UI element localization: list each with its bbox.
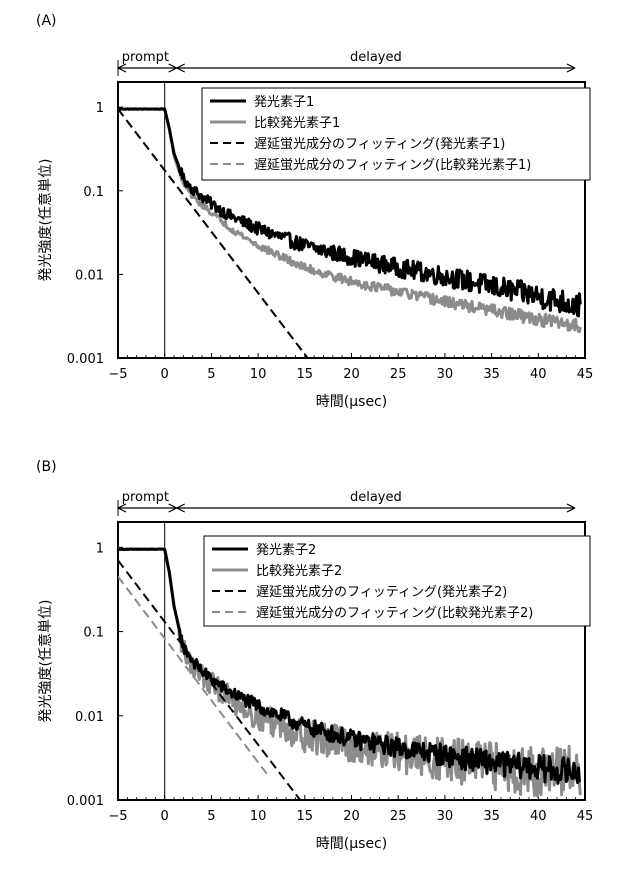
x-axis-title: 時間(μsec) xyxy=(316,394,387,410)
x-tick-label: 40 xyxy=(530,367,547,382)
legend-entry: 遅延蛍光成分のフィッティング(比較発光素子1) xyxy=(254,158,531,173)
y-tick-label: 0.1 xyxy=(83,185,104,200)
x-tick-label: 15 xyxy=(297,367,314,382)
x-tick-label: 10 xyxy=(250,367,267,382)
y-tick-label: 1 xyxy=(96,541,104,556)
x-tick-label: 40 xyxy=(530,809,547,824)
x-tick-label: 0 xyxy=(161,809,169,824)
y-tick-label: 0.01 xyxy=(75,710,104,725)
y-tick-label: 0.1 xyxy=(83,626,104,641)
x-tick-label: 30 xyxy=(437,809,454,824)
legend-entry: 比較発光素子2 xyxy=(256,564,342,579)
x-tick-label: 10 xyxy=(250,809,267,824)
x-tick-label: 0 xyxy=(161,367,169,382)
x-tick-label: 20 xyxy=(343,809,360,824)
y-axis-title: 発光強度(任意単位) xyxy=(37,600,54,723)
legend-entry: 遅延蛍光成分のフィッティング(比較発光素子2) xyxy=(256,606,533,621)
y-axis-title: 発光強度(任意単位) xyxy=(37,159,54,282)
x-tick-label: 5 xyxy=(207,809,215,824)
x-tick-label: 30 xyxy=(437,367,454,382)
x-tick-label: −5 xyxy=(108,367,127,382)
x-tick-label: −5 xyxy=(108,809,127,824)
prompt-label: prompt xyxy=(122,490,169,505)
panel-label: (B) xyxy=(36,459,57,475)
delayed-label: delayed xyxy=(350,50,402,65)
legend-entry: 遅延蛍光成分のフィッティング(発光素子1) xyxy=(254,137,505,152)
x-tick-label: 45 xyxy=(577,367,594,382)
y-tick-label: 0.001 xyxy=(67,352,104,367)
x-tick-label: 35 xyxy=(483,367,500,382)
x-tick-label: 25 xyxy=(390,367,407,382)
y-tick-label: 0.01 xyxy=(75,268,104,283)
chart-panel-a: (A) prompt delayed −5 0 5 10 15 20 25 30 35 40 45 1 0.1… xyxy=(0,0,640,446)
x-tick-label: 5 xyxy=(207,367,215,382)
legend-entry: 比較発光素子1 xyxy=(254,116,340,131)
x-tick-label: 15 xyxy=(297,809,314,824)
chart-panel-b: (B) prompt delayed −5 0 5 10 15 20 25 30 35 40 45 1 0.1… xyxy=(0,446,640,892)
x-axis-title: 時間(μsec) xyxy=(316,836,387,852)
legend-entry: 発光素子2 xyxy=(256,543,316,558)
y-tick-label: 0.001 xyxy=(67,794,104,809)
y-tick-label: 1 xyxy=(96,101,104,116)
prompt-label: prompt xyxy=(122,50,169,65)
delayed-label: delayed xyxy=(350,490,402,505)
panel-label: (A) xyxy=(36,13,57,29)
legend-entry: 発光素子1 xyxy=(254,95,314,110)
x-tick-label: 35 xyxy=(483,809,500,824)
x-tick-label: 20 xyxy=(343,367,360,382)
legend-entry: 遅延蛍光成分のフィッティング(発光素子2) xyxy=(256,585,507,600)
x-tick-label: 45 xyxy=(577,809,594,824)
x-tick-label: 25 xyxy=(390,809,407,824)
